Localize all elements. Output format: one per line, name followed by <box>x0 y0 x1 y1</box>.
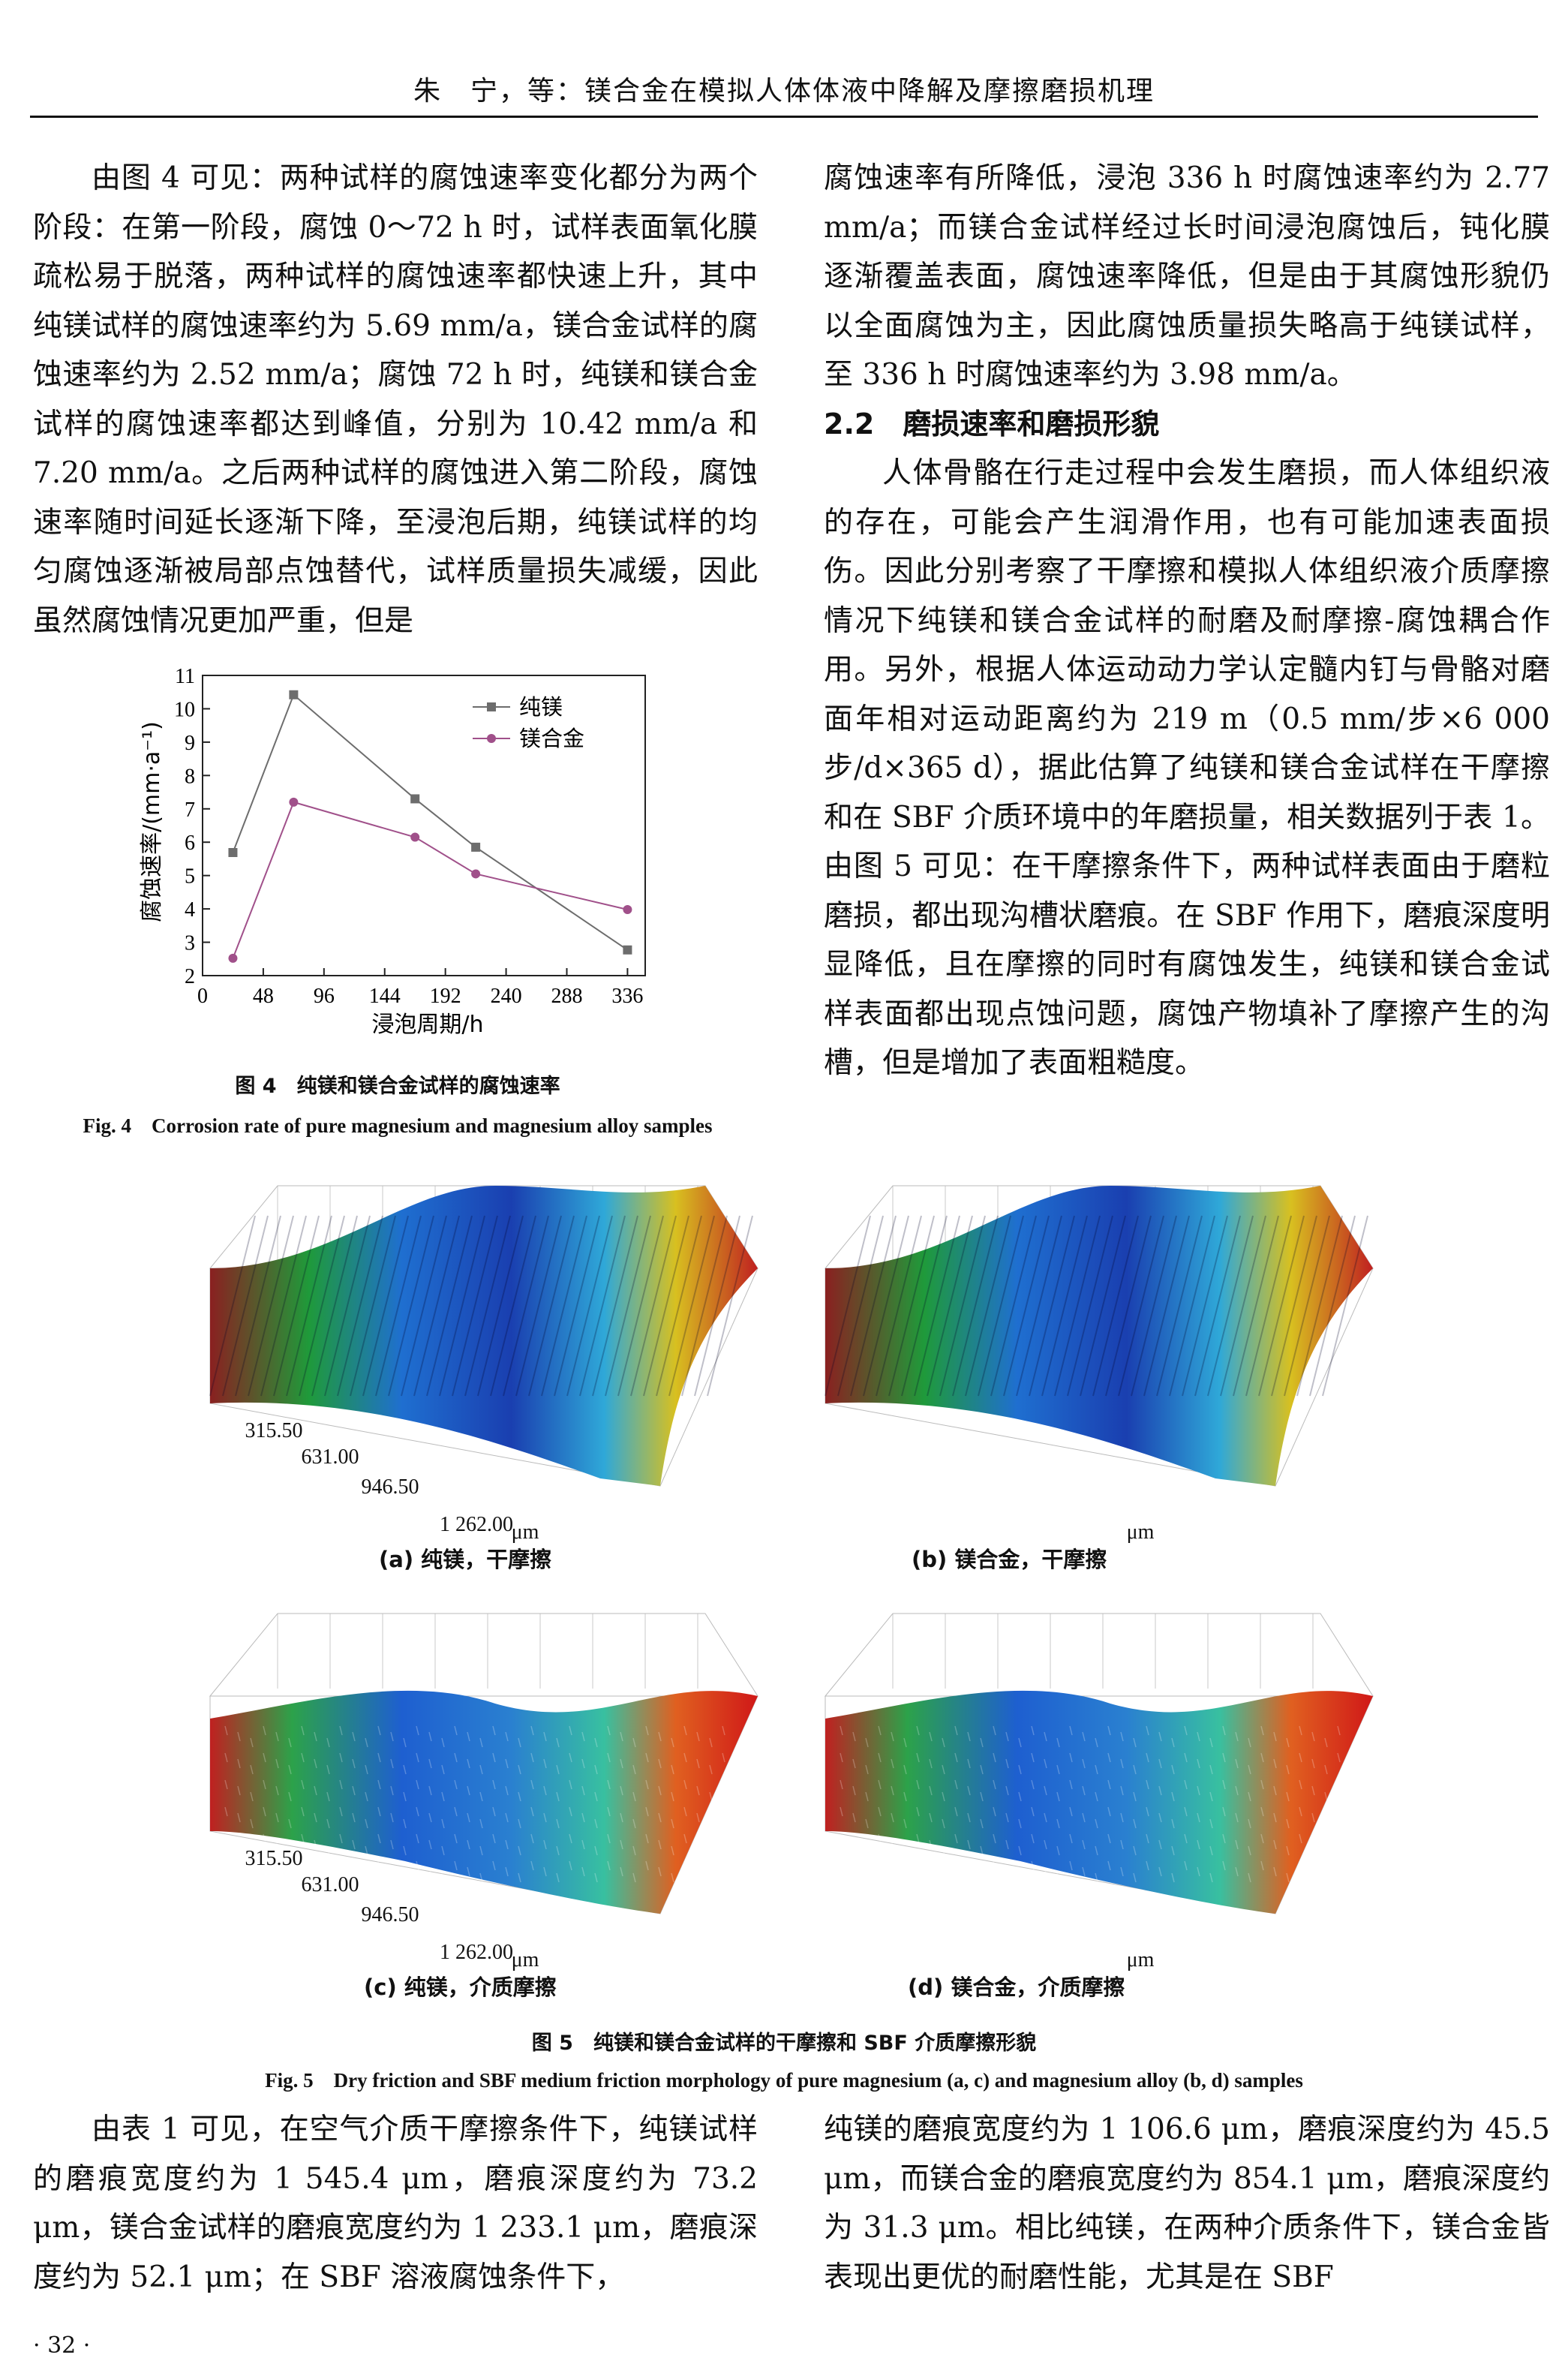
surface-axis-unit: μm <box>1127 1948 1155 1971</box>
legend-marker <box>487 702 496 711</box>
x-tick-label: 240 <box>491 985 522 1008</box>
legend-label: 镁合金 <box>519 726 584 751</box>
fig5-subcaption-d: (d) 镁合金，介质摩擦 <box>908 1974 1125 2000</box>
surface-mesh <box>210 1186 758 1486</box>
paragraph-fig4-discussion: 由图 4 可见：两种试样的腐蚀速率变化都分为两个阶段：在第一阶段，腐蚀 0～72… <box>33 161 758 638</box>
surface-axis-tick: 946.50 <box>362 1903 419 1926</box>
y-tick-label: 7 <box>185 799 195 822</box>
y-tick-label: 9 <box>185 732 195 755</box>
surface-axis-tick: 315.50 <box>245 1419 303 1442</box>
surface-axis-unit: μm <box>1127 1520 1155 1544</box>
surface-axis-tick: 631.00 <box>302 1445 359 1469</box>
x-tick-label: 144 <box>369 985 401 1008</box>
series-line-1 <box>232 801 628 959</box>
surface-axis-tick: 631.00 <box>302 1873 359 1896</box>
data-point <box>228 953 238 963</box>
y-tick-label: 4 <box>185 898 195 922</box>
chart-frame <box>202 675 646 976</box>
surface-texture <box>224 1725 725 1883</box>
data-point <box>228 848 238 857</box>
surface-axis-tick: 946.50 <box>362 1475 419 1499</box>
fig5-subcaption-c: (c) 纯镁，介质摩擦 <box>364 1974 557 2000</box>
chart-series <box>228 690 632 963</box>
x-tick-label: 336 <box>611 985 643 1008</box>
surface-texture <box>209 1215 753 1397</box>
surface-axis-unit: μm <box>512 1520 539 1544</box>
running-header: 朱 宁，等：镁合金在模拟人体体液中降解及摩擦磨损机理 <box>413 76 1155 107</box>
fig5-caption-en: Fig. 5 Dry friction and SBF medium frict… <box>265 2069 1303 2092</box>
page-number: · 32 · <box>33 2332 91 2359</box>
plot-area <box>202 675 646 976</box>
y-tick-label: 8 <box>185 765 195 788</box>
left-column-bottom: 由表 1 可见，在空气介质干摩擦条件下，纯镁试样的磨痕宽度约为 1 545.4 … <box>33 2105 758 2302</box>
data-point <box>471 842 481 852</box>
legend-marker <box>487 734 496 743</box>
y-tick-label: 3 <box>185 932 195 955</box>
x-tick-label: 192 <box>430 985 461 1008</box>
fig5-subcaption-b: (b) 镁合金，干摩擦 <box>912 1547 1107 1572</box>
paragraph-corrosion-continued: 腐蚀速率有所降低，浸泡 336 h 时腐蚀速率约为 2.77 mm/a；而镁合金… <box>824 161 1550 392</box>
fig4-caption-cn: 图 4 纯镁和镁合金试样的腐蚀速率 <box>235 1075 560 1098</box>
y-tick-label: 11 <box>175 665 195 688</box>
right-column-bottom: 纯镁的磨痕宽度约为 1 106.6 μm，磨痕深度约为 45.5 μm，而镁合金… <box>824 2105 1550 2302</box>
y-tick-label: 10 <box>174 698 195 721</box>
fig4-caption-en: Fig. 4 Corrosion rate of pure magnesium … <box>83 1114 713 1137</box>
surface-texture <box>825 1215 1368 1397</box>
surface-axis-tick: 315.50 <box>245 1847 303 1870</box>
data-point <box>623 945 632 955</box>
paragraph-table1-continued: 纯镁的磨痕宽度约为 1 106.6 μm，磨痕深度约为 45.5 μm，而镁合金… <box>824 2113 1550 2294</box>
x-axis: 0 48 96 144 192 240 288 336 <box>197 968 643 1008</box>
surface-axis-tick: 1 262.00 <box>440 1513 513 1536</box>
x-tick-label: 288 <box>551 985 582 1008</box>
paragraph-table1-discussion: 由表 1 可见，在空气介质干摩擦条件下，纯镁试样的磨痕宽度约为 1 545.4 … <box>33 2113 758 2294</box>
data-point <box>623 905 632 914</box>
y-axis-label: 腐蚀速率/(mm·a⁻¹) <box>139 721 165 922</box>
data-point <box>471 869 481 879</box>
x-tick-label: 96 <box>314 985 335 1008</box>
surface-mesh <box>825 1186 1373 1486</box>
y-tick-label: 6 <box>185 832 195 855</box>
data-point <box>289 797 299 807</box>
section-heading-2-2: 2.2 磨损速率和磨损形貌 <box>824 407 1160 441</box>
right-column-top: 腐蚀速率有所降低，浸泡 336 h 时腐蚀速率约为 2.77 mm/a；而镁合金… <box>824 154 1550 1088</box>
data-point <box>410 794 420 804</box>
x-tick-label: 48 <box>253 985 274 1008</box>
data-point <box>410 832 420 842</box>
y-tick-label: 5 <box>185 865 195 889</box>
surface-axis-unit: μm <box>512 1948 539 1971</box>
surface-mesh <box>210 1690 758 1914</box>
left-column-top: 由图 4 可见：两种试样的腐蚀速率变化都分为两个阶段：在第一阶段，腐蚀 0～72… <box>33 154 758 645</box>
header-rule <box>30 116 1538 118</box>
data-point <box>289 690 299 699</box>
paragraph-wear: 人体骨骼在行走过程中会发生磨损，而人体组织液的存在，可能会产生润滑作用，也有可能… <box>824 456 1550 1080</box>
x-tick-label: 0 <box>197 985 208 1008</box>
y-tick-label: 2 <box>185 965 195 988</box>
fig5-subcaption-a: (a) 纯镁，干摩擦 <box>379 1547 552 1572</box>
legend-label: 纯镁 <box>519 694 563 720</box>
fig5-caption-cn: 图 5 纯镁和镁合金试样的干摩擦和 SBF 介质摩擦形貌 <box>531 2032 1037 2055</box>
x-axis-label: 浸泡周期/h <box>371 1012 483 1038</box>
surface-axis-tick: 1 262.00 <box>440 1941 513 1964</box>
surface-mesh <box>825 1690 1373 1914</box>
surface-texture <box>840 1725 1341 1883</box>
y-axis: 2 3 4 5 6 7 8 9 10 11 <box>174 665 210 988</box>
